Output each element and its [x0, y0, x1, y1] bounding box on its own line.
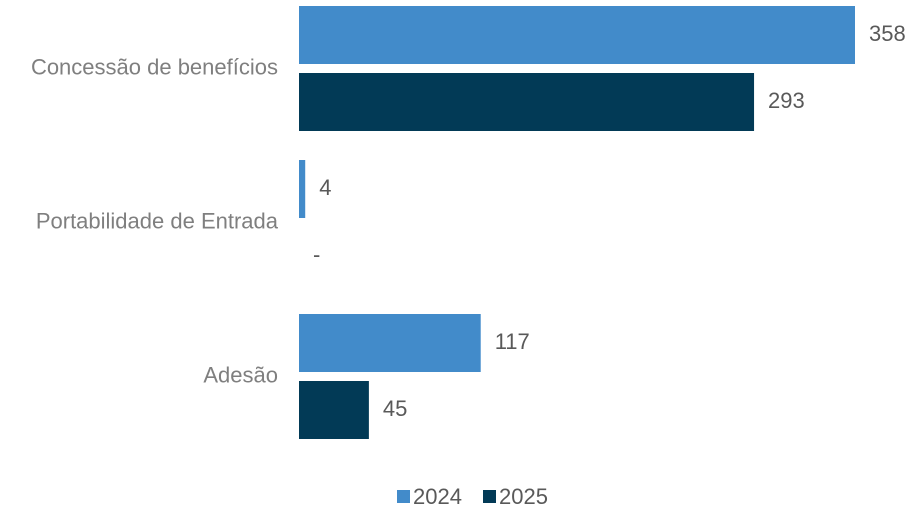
bar-2024-adesao	[299, 314, 481, 372]
data-label-2025-concessao-de-beneficios: 293	[768, 88, 805, 113]
bar-2024-portabilidade-de-entrada	[299, 160, 306, 218]
category-label-portabilidade-de-entrada: Portabilidade de Entrada	[36, 208, 279, 233]
category-label-concessao-de-beneficios: Concessão de benefícios	[31, 54, 278, 79]
legend-swatch-2024	[397, 490, 410, 503]
data-label-2024-portabilidade-de-entrada: 4	[319, 175, 331, 200]
legend-label-2025: 2025	[499, 484, 548, 509]
data-label-2024-adesao: 117	[495, 329, 530, 354]
legend-label-2024: 2024	[413, 484, 462, 509]
data-label-2025-portabilidade-de-entrada: -	[313, 242, 320, 267]
category-label-adesao: Adesão	[203, 362, 278, 387]
bar-2025-concessao-de-beneficios	[299, 73, 755, 131]
legend-swatch-2025	[483, 490, 496, 503]
data-label-2025-adesao: 45	[383, 396, 407, 421]
data-label-2024-concessao-de-beneficios: 358	[869, 21, 906, 46]
bar-2025-adesao	[299, 381, 369, 439]
bar-2024-concessao-de-beneficios	[299, 6, 855, 64]
